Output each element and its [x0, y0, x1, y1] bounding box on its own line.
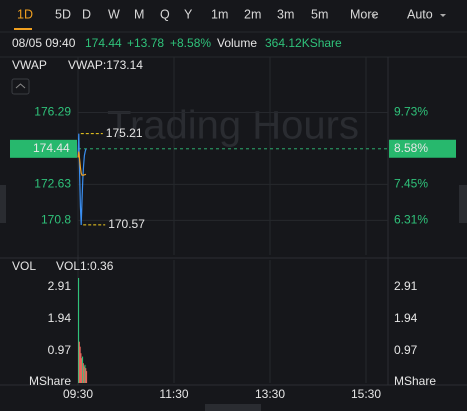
- quote-change-pct: +8.58%: [170, 36, 211, 50]
- volume-bar: [80, 353, 82, 383]
- quote-volume-label: Volume: [217, 36, 257, 50]
- annotation-label: 175.21: [106, 126, 143, 140]
- tab[interactable]: 2m: [244, 7, 261, 21]
- quote-volume: 364.12KShare: [265, 36, 342, 50]
- tab-underline: [14, 28, 32, 30]
- tab[interactable]: W: [108, 7, 120, 21]
- tab[interactable]: 1D: [17, 7, 33, 21]
- volume-bar: [78, 341, 80, 383]
- chart-layer: 1D 5D D W M Q Y 1m 2m 3m 5m More Auto 08/05 09:40 174.…: [10, 7, 456, 401]
- tab[interactable]: More: [350, 7, 379, 21]
- y-unit-label: MShare: [29, 374, 71, 388]
- y2-tick-label: 2.91: [394, 279, 418, 293]
- volume-bar: [78, 277, 80, 383]
- volume-bar: [82, 363, 84, 383]
- y-tick-label: 172.63: [34, 177, 71, 191]
- y-tick-label: 1.94: [48, 311, 72, 325]
- y2-unit-label: MShare: [394, 374, 436, 388]
- tab[interactable]: 3m: [277, 7, 294, 21]
- mode-select[interactable]: Auto: [407, 7, 433, 21]
- volume-bar: [82, 356, 84, 383]
- x-tick-label: 15:30: [351, 387, 381, 401]
- dropdown-arrow: [371, 14, 377, 17]
- collapse-icon: [15, 83, 26, 89]
- tab[interactable]: D: [82, 7, 91, 21]
- y2-tick-label: 9.73%: [394, 105, 428, 119]
- panel-label: VWAP: [12, 58, 47, 72]
- tab[interactable]: Q: [160, 7, 170, 21]
- y-tick-label: 170.8: [41, 213, 71, 227]
- quote-price: 174.44: [85, 36, 122, 50]
- annotation-label: 170.57: [108, 217, 145, 231]
- y-tick-label: 2.91: [48, 279, 72, 293]
- vwap-line: [77, 151, 87, 176]
- tab[interactable]: M: [134, 7, 144, 21]
- y2-tick-label: 0.97: [394, 343, 418, 357]
- tab[interactable]: 1m: [211, 7, 228, 21]
- legend-entry: VWAP:173.14: [68, 58, 143, 72]
- quote-change: +13.78: [127, 36, 164, 50]
- quote-time: 08/05 09:40: [12, 36, 76, 50]
- volume-bar: [85, 368, 87, 383]
- dropdown-arrow: [440, 14, 446, 17]
- legend-entry: VOL1:0.36: [56, 259, 114, 273]
- x-tick-label: 09:30: [63, 387, 93, 401]
- y2-tick-label: 6.31%: [394, 212, 428, 226]
- watermark: Trading Hours: [107, 104, 359, 148]
- y2-tick-label: 7.45%: [394, 177, 428, 191]
- last-price-label: 174.44: [33, 141, 70, 155]
- last-price-box: [10, 139, 77, 158]
- volume-bar: [81, 358, 83, 383]
- tab[interactable]: Y: [184, 7, 193, 21]
- volume-bar: [83, 366, 85, 383]
- bottom-handle[interactable]: [205, 404, 261, 411]
- tab[interactable]: 5D: [55, 7, 71, 21]
- y-tick-label: 176.29: [34, 105, 71, 119]
- last-pct-label: 8.58%: [394, 141, 428, 155]
- volume-bar: [86, 371, 88, 383]
- y2-tick-label: 1.94: [394, 311, 418, 325]
- collapse-button[interactable]: [11, 78, 30, 95]
- right-handle[interactable]: [459, 185, 467, 223]
- y-tick-label: 0.97: [48, 343, 72, 357]
- x-tick-label: 11:30: [159, 387, 188, 401]
- tab[interactable]: 5m: [311, 7, 328, 21]
- x-tick-label: 13:30: [255, 387, 285, 401]
- panel-label: VOL: [12, 259, 36, 273]
- volume-bar: [79, 346, 81, 383]
- last-pct-box: [389, 139, 456, 158]
- volume-bar: [84, 364, 86, 383]
- left-handle[interactable]: [0, 185, 6, 223]
